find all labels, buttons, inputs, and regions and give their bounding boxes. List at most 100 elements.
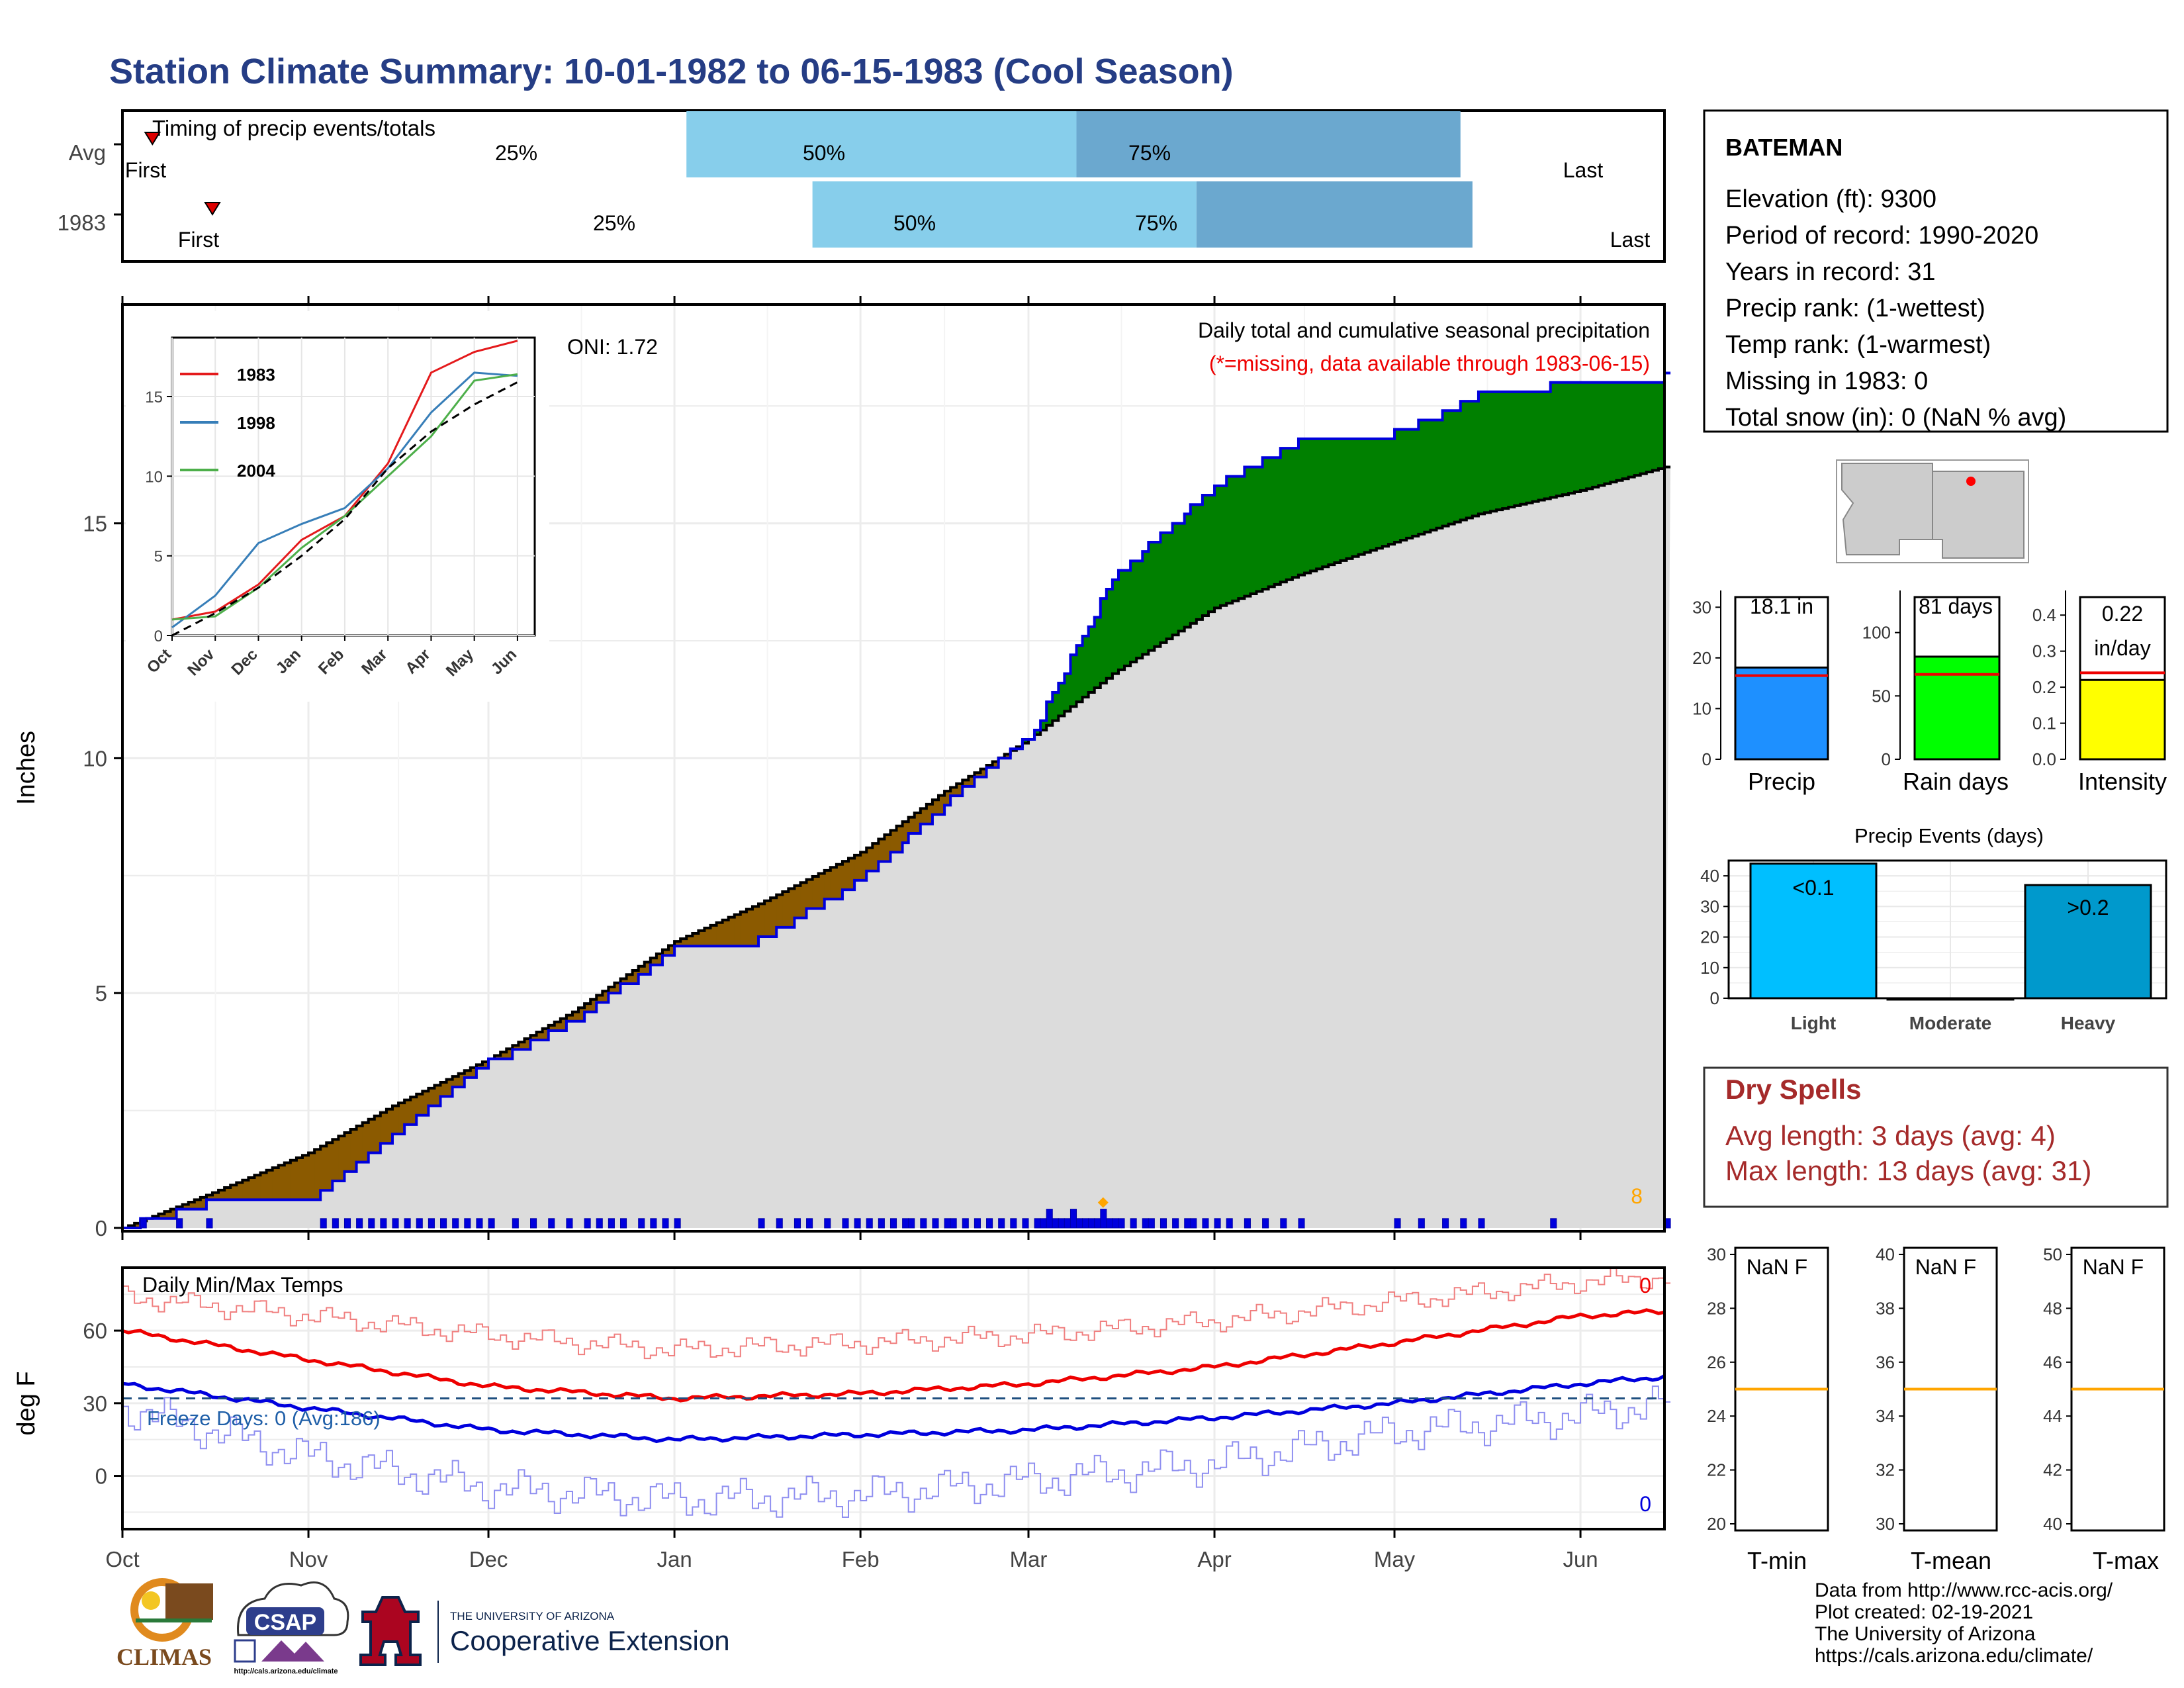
surplus-area — [1160, 532, 1167, 643]
surplus-area — [1232, 476, 1239, 601]
deficit-area — [932, 800, 939, 815]
surplus-area — [1598, 382, 1605, 486]
surplus-area — [1574, 382, 1581, 492]
csap-url: http://cals.arizona.edu/climate — [234, 1667, 338, 1675]
surplus-area — [1136, 561, 1143, 659]
surplus-area — [1544, 391, 1551, 499]
deficit-area — [806, 879, 813, 909]
deficit-area — [320, 1146, 327, 1191]
daily-precip-bar — [1052, 1218, 1059, 1229]
surplus-area — [1124, 570, 1131, 666]
tmean-value: NaN F — [1915, 1255, 1976, 1279]
deficit-area — [194, 1199, 201, 1209]
record-max-line — [122, 1268, 1671, 1360]
daily-precip-bar — [440, 1218, 447, 1229]
events-bar-1 — [1886, 997, 2015, 1001]
daily-precip-bar — [380, 1218, 387, 1229]
daily-precip-bar — [320, 1218, 327, 1229]
csap-logo: CSAP http://cals.arizona.edu/climate — [234, 1581, 349, 1675]
heavy-event-marker — [1097, 1197, 1109, 1208]
deficit-area — [644, 962, 651, 974]
deficit-area — [386, 1109, 393, 1144]
surplus-area — [1034, 729, 1041, 735]
surplus-area — [1424, 420, 1432, 532]
deficit-area — [650, 958, 657, 965]
temp-heading: Daily Min/Max Temps — [142, 1273, 343, 1297]
station-name: BATEMAN — [1725, 134, 1843, 161]
surplus-area — [1280, 448, 1287, 583]
footer: Data from http://www.rcc-acis.org/ Plot … — [116, 1578, 2113, 1675]
ua-logo: THE UNIVERSITY OF ARIZONA Cooperative Ex… — [359, 1596, 730, 1666]
daily-precip-bar — [1118, 1218, 1125, 1229]
surplus-area — [1310, 438, 1317, 571]
deficit-area — [452, 1076, 459, 1088]
precip-panel: 0 5 10 15 Inches Daily total and cumulative… — [13, 296, 1671, 1241]
daily-precip-bar — [1100, 1209, 1107, 1229]
inset-series-2004 — [171, 373, 518, 621]
daily-precip-bar — [1190, 1218, 1197, 1229]
mini-bar-0 — [1734, 666, 1829, 761]
surplus-area — [1178, 523, 1185, 632]
deficit-area — [662, 949, 669, 956]
inset-frame — [171, 336, 536, 637]
daily-precip-bar — [932, 1218, 939, 1229]
month-label: Feb — [842, 1547, 880, 1571]
temp-box-tick-label: 34 — [1876, 1406, 1895, 1426]
surplus-area — [1292, 448, 1299, 578]
deficit-area — [824, 870, 831, 900]
timing-iqr-low-1 — [812, 181, 1197, 248]
daily-precip-bar — [944, 1218, 951, 1229]
deficit-area — [896, 825, 903, 853]
inset-series-1998 — [171, 371, 518, 629]
month-label: Mar — [1010, 1547, 1048, 1571]
timing-row-avg-label: Avg — [69, 140, 106, 165]
footer-line-created: Plot created: 02-19-2021 — [1815, 1601, 2033, 1623]
oni-value: ONI: 1.72 — [567, 335, 658, 359]
surplus-area — [1502, 391, 1509, 509]
daily-precip-bar — [428, 1218, 435, 1229]
station-box: BATEMAN Elevation (ft): 9300 Period of r… — [1703, 109, 2169, 433]
daily-precip-bar — [662, 1218, 669, 1229]
surplus-area — [1046, 702, 1053, 726]
daily-precip-bar — [1214, 1218, 1221, 1229]
surplus-area — [1652, 382, 1659, 471]
mini-tick-label: 0 — [1882, 749, 1891, 769]
surplus-area — [1508, 391, 1515, 507]
month-label: May — [1374, 1547, 1416, 1571]
surplus-area — [1430, 420, 1437, 530]
surplus-area — [1394, 429, 1401, 542]
surplus-area — [1220, 485, 1227, 606]
deficit-area — [926, 804, 933, 824]
surplus-area — [1556, 382, 1563, 496]
daily-precip-bar — [1112, 1218, 1119, 1229]
deficit-area — [872, 843, 879, 871]
surplus-area — [1118, 570, 1125, 670]
deficit-area — [470, 1067, 477, 1078]
mini-precip-label: 18.1 in — [1750, 594, 1813, 618]
deficit-area — [404, 1100, 411, 1125]
deficit-area — [566, 1015, 573, 1021]
deficit-area — [362, 1122, 369, 1162]
deficit-area — [434, 1085, 441, 1106]
deficit-area — [830, 867, 837, 900]
surplus-area — [1172, 523, 1179, 635]
timing-iqr-high-0 — [1076, 111, 1461, 177]
surplus-area — [1586, 382, 1593, 489]
deficit-area — [314, 1149, 321, 1200]
deficit-area — [512, 1045, 519, 1050]
surplus-area — [1658, 382, 1665, 469]
deficit-area — [770, 898, 777, 937]
deficit-area — [962, 780, 969, 786]
surplus-area — [1322, 438, 1329, 567]
mini-tick-label: 20 — [1692, 648, 1711, 668]
deficit-area — [374, 1115, 381, 1153]
daily-precip-bar — [650, 1218, 657, 1229]
surplus-area — [1076, 645, 1083, 702]
surplus-area — [1454, 410, 1461, 522]
mini-precip-name: Precip — [1748, 768, 1815, 795]
surplus-area — [1352, 438, 1359, 557]
ua-big-text: Cooperative Extension — [450, 1625, 730, 1656]
mini-bar-2 — [2079, 679, 2166, 761]
footer-line-source: Data from http://www.rcc-acis.org/ — [1815, 1579, 2113, 1601]
deficit-area — [608, 987, 615, 994]
